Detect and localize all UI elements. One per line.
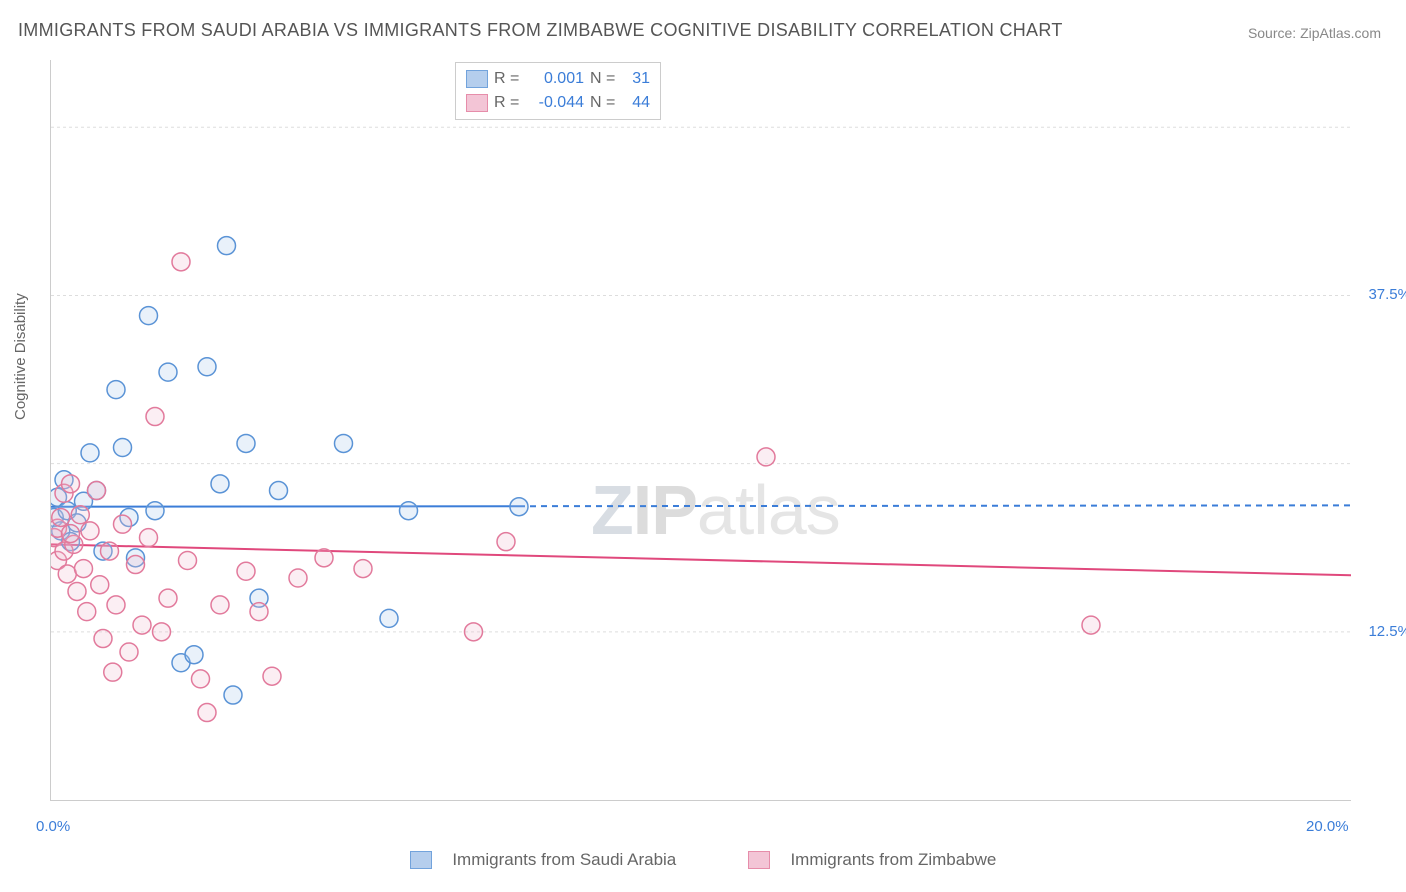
r-value-2: -0.044 xyxy=(528,91,584,115)
legend-bottom: Immigrants from Saudi Arabia Immigrants … xyxy=(0,849,1406,870)
legend-top-row-1: R = 0.001 N = 31 xyxy=(466,67,650,91)
n-label-2: N = xyxy=(590,91,618,115)
legend-top-row-2: R = -0.044 N = 44 xyxy=(466,91,650,115)
n-label-1: N = xyxy=(590,67,618,91)
r-value-1: 0.001 xyxy=(528,67,584,91)
y-axis-label: Cognitive Disability xyxy=(12,293,29,420)
x-tick-label: 20.0% xyxy=(1306,818,1349,835)
x-tick-label: 0.0% xyxy=(36,818,70,835)
legend-bottom-label-1: Immigrants from Saudi Arabia xyxy=(452,850,676,869)
plot-area: ZIPatlas 12.5%37.5%0.0%20.0% xyxy=(50,60,1351,801)
swatch-series1 xyxy=(466,70,488,88)
y-tick-label: 12.5% xyxy=(1356,623,1406,640)
n-value-2: 44 xyxy=(624,91,650,115)
swatch-bottom-1 xyxy=(410,851,432,869)
swatch-series2 xyxy=(466,94,488,112)
legend-top: R = 0.001 N = 31 R = -0.044 N = 44 xyxy=(455,62,661,120)
y-tick-label: 37.5% xyxy=(1356,286,1406,303)
chart-svg xyxy=(51,60,1351,800)
r-label-2: R = xyxy=(494,91,522,115)
source-prefix: Source: xyxy=(1248,25,1300,41)
chart-title: IMMIGRANTS FROM SAUDI ARABIA VS IMMIGRAN… xyxy=(18,20,1063,41)
r-label-1: R = xyxy=(494,67,522,91)
n-value-1: 31 xyxy=(624,67,650,91)
source-label: Source: ZipAtlas.com xyxy=(1248,25,1381,41)
legend-bottom-label-2: Immigrants from Zimbabwe xyxy=(790,850,996,869)
source-name: ZipAtlas.com xyxy=(1300,25,1381,41)
swatch-bottom-2 xyxy=(748,851,770,869)
